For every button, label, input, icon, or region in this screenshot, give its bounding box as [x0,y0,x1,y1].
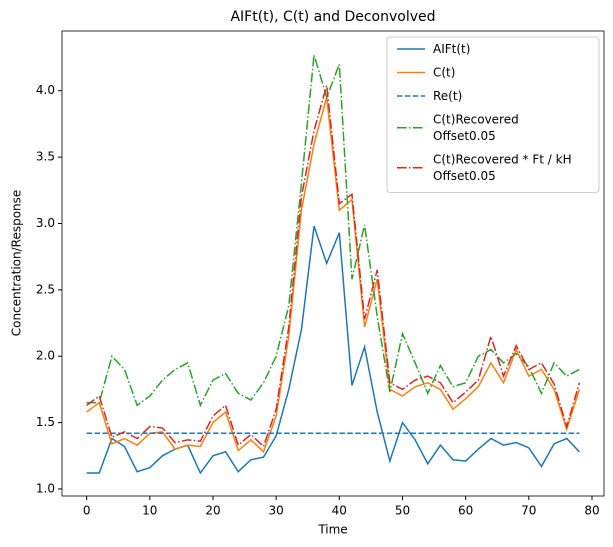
legend-label-line: AIFt(t) [433,42,470,56]
y-tick-label: 1.5 [36,415,55,429]
x-tick-label: 70 [521,504,536,518]
x-axis-label: Time [317,523,347,537]
legend-label-line: Offset0.05 [433,129,496,143]
legend-label: Re(t) [433,89,462,103]
legend-label: C(t)Recovered * Ft / kH Offset0.05 [433,152,572,183]
x-tick-label: 50 [395,504,410,518]
y-tick-label: 2.0 [36,349,55,363]
y-tick-label: 2.5 [36,282,55,296]
x-tick-label: 30 [269,504,284,518]
x-tick-label: 10 [142,504,157,518]
legend-label: AIFt(t) [433,42,470,56]
x-tick-label: 80 [584,504,599,518]
legend-label-line: Offset0.05 [433,169,496,183]
y-tick-label: 3.0 [36,216,55,230]
chart-title: AIFt(t), C(t) and Deconvolved [230,9,435,25]
y-tick-label: 3.5 [36,150,55,164]
legend-label: C(t)Recovered Offset0.05 [433,112,519,143]
y-axis-label: Concentration/Response [10,190,24,337]
x-tick-label: 60 [458,504,473,518]
series-line [86,97,581,454]
legend-label-line: Re(t) [433,89,462,103]
legend-label: C(t) [433,65,455,79]
legend-label-line: C(t)Recovered [433,112,519,126]
x-tick-label: 20 [205,504,220,518]
y-tick-label: 1.0 [36,481,55,495]
x-tick-label: 0 [83,504,91,518]
x-tick-label: 40 [332,504,347,518]
plot-frame [61,30,605,497]
series-line [86,225,580,475]
legend-label-line: C(t) [433,65,455,79]
legend-box [386,36,600,193]
series-line [86,85,581,448]
legend-label-line: C(t)Recovered * Ft / kH [433,152,572,166]
series-line [86,54,580,408]
y-tick-label: 4.0 [36,83,55,97]
